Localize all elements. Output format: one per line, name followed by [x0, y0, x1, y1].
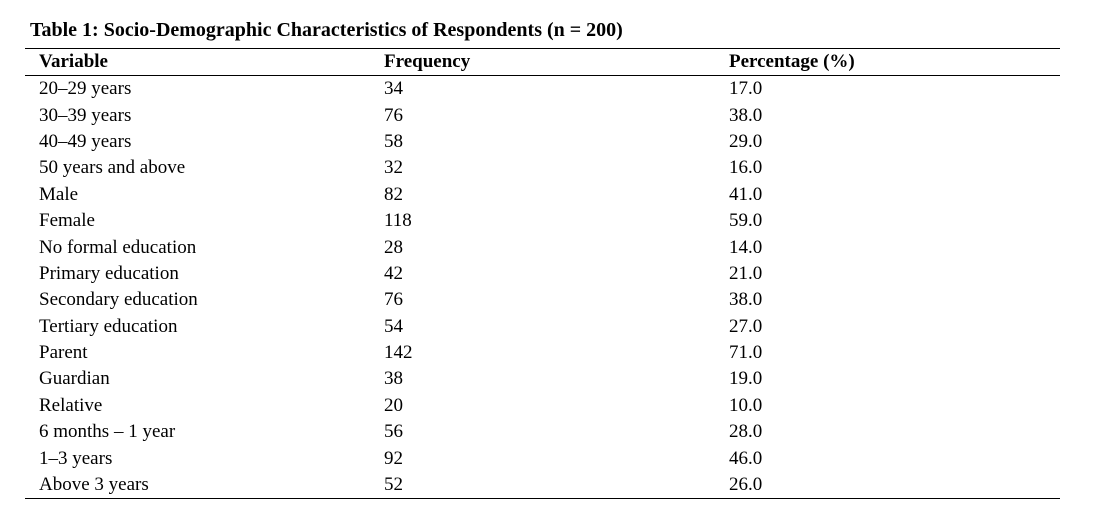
cell-frequency: 58 [384, 130, 403, 152]
table-row: No formal education 28 14.0 [25, 234, 1060, 260]
cell-variable: 6 months – 1 year [39, 421, 176, 443]
header-variable: Variable [39, 51, 108, 72]
cell-frequency: 82 [384, 183, 403, 205]
cell-frequency: 118 [384, 210, 412, 232]
table-row: Parent 142 71.0 [25, 340, 1060, 366]
cell-percentage: 59.0 [729, 210, 763, 232]
cell-percentage: 21.0 [729, 262, 763, 284]
cell-frequency: 32 [384, 157, 403, 179]
cell-variable: Primary education [39, 262, 179, 284]
cell-variable: 30–39 years [39, 104, 132, 126]
cell-variable: Parent [39, 342, 88, 364]
cell-frequency: 20 [384, 394, 403, 416]
cell-variable: 40–49 years [39, 130, 132, 152]
cell-percentage: 17.0 [729, 78, 763, 100]
cell-percentage: 10.0 [729, 394, 763, 416]
cell-percentage: 38.0 [729, 104, 763, 126]
cell-variable: Female [39, 210, 95, 232]
table-row: 1–3 years 92 46.0 [25, 445, 1060, 471]
cell-frequency: 42 [384, 262, 403, 284]
cell-percentage: 46.0 [729, 447, 763, 469]
cell-percentage: 38.0 [729, 289, 763, 311]
cell-variable: Relative [39, 394, 103, 416]
table-row: Female 118 59.0 [25, 208, 1060, 234]
cell-frequency: 92 [384, 447, 403, 469]
table-header-row: Variable Frequency Percentage (%) [25, 49, 1060, 76]
cell-frequency: 76 [384, 289, 403, 311]
cell-percentage: 27.0 [729, 315, 763, 337]
cell-frequency: 28 [384, 236, 403, 258]
cell-variable: Male [39, 183, 79, 205]
table-row: 50 years and above 32 16.0 [25, 155, 1060, 181]
table-row: 20–29 years 34 17.0 [25, 76, 1060, 102]
table-row: Tertiary education 54 27.0 [25, 314, 1060, 340]
cell-percentage: 14.0 [729, 236, 763, 258]
cell-variable: 20–29 years [39, 78, 132, 100]
table-row: 40–49 years 58 29.0 [25, 129, 1060, 155]
cell-percentage: 16.0 [729, 157, 763, 179]
cell-variable: No formal education [39, 236, 197, 258]
cell-variable: Secondary education [39, 289, 198, 311]
cell-frequency: 52 [384, 474, 403, 496]
cell-percentage: 71.0 [729, 342, 763, 364]
cell-percentage: 26.0 [729, 474, 763, 496]
cell-frequency: 38 [384, 368, 403, 390]
table-row: 6 months – 1 year 56 28.0 [25, 419, 1060, 445]
cell-variable: 1–3 years [39, 447, 113, 469]
table-caption: Table 1: Socio-Demographic Characteristi… [30, 19, 623, 41]
table-row: Guardian 38 19.0 [25, 366, 1060, 392]
header-frequency: Frequency [384, 51, 471, 72]
table-row: Secondary education 76 38.0 [25, 287, 1060, 313]
table-row: Above 3 years 52 26.0 [25, 472, 1060, 498]
cell-frequency: 54 [384, 315, 403, 337]
table-row: 30–39 years 76 38.0 [25, 102, 1060, 128]
cell-variable: Above 3 years [39, 474, 149, 496]
table-body: 20–29 years 34 17.0 30–39 years 76 38.0 40–49 … [25, 76, 1060, 498]
cell-frequency: 56 [384, 421, 403, 443]
cell-frequency: 34 [384, 78, 403, 100]
cell-variable: 50 years and above [39, 157, 186, 179]
cell-percentage: 29.0 [729, 130, 763, 152]
cell-variable: Tertiary education [39, 315, 178, 337]
table-row: Relative 20 10.0 [25, 393, 1060, 419]
cell-frequency: 76 [384, 104, 403, 126]
cell-variable: Guardian [39, 368, 110, 390]
header-percentage: Percentage (%) [729, 51, 855, 72]
table-row: Primary education 42 21.0 [25, 261, 1060, 287]
cell-percentage: 41.0 [729, 183, 763, 205]
demographics-table: Variable Frequency Percentage (%) 20–29 … [25, 48, 1060, 500]
cell-percentage: 19.0 [729, 368, 763, 390]
table-row: Male 82 41.0 [25, 182, 1060, 208]
cell-frequency: 142 [384, 342, 413, 364]
cell-percentage: 28.0 [729, 421, 763, 443]
